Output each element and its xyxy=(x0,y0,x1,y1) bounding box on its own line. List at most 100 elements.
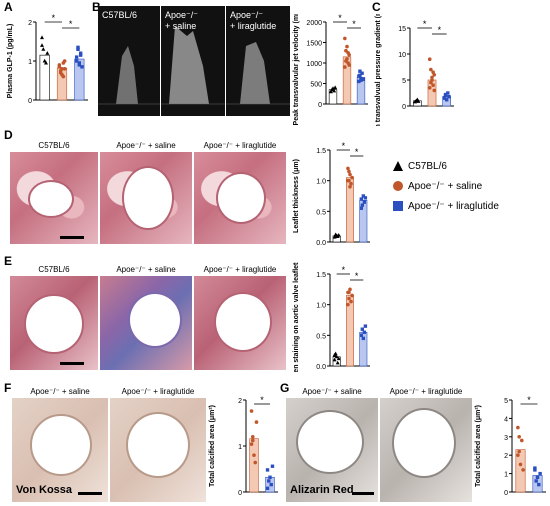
legend-saline: Apoe⁻/⁻ + saline xyxy=(392,180,482,192)
data-point xyxy=(346,166,350,171)
chart-d: 0.0 0.5 1.0 1.5 Leaflet thickness (μm) * * xyxy=(293,141,370,247)
legend-label-lira: Apoe⁻/⁻ + liraglutide xyxy=(408,200,499,212)
bar xyxy=(359,199,368,243)
significance-star: * xyxy=(52,14,56,23)
he-image-c57 xyxy=(10,152,98,244)
y-tick-label: 2 xyxy=(28,20,32,27)
data-point xyxy=(517,449,521,454)
data-point xyxy=(336,356,341,361)
scale-bar xyxy=(78,492,102,495)
echo-label-saline-line2: + saline xyxy=(165,21,197,31)
vonkossa-image-saline: Von Kossa xyxy=(12,398,108,502)
data-point xyxy=(429,80,433,85)
data-point xyxy=(533,468,537,472)
data-point xyxy=(363,324,368,328)
data-point xyxy=(332,357,337,362)
legend-lira: Apoe⁻/⁻ + liraglutide xyxy=(392,200,499,212)
data-point xyxy=(516,453,520,457)
data-point xyxy=(427,86,432,90)
data-point xyxy=(432,88,437,93)
alizarin-image-lira xyxy=(380,398,472,502)
y-axis-label: Total calcified area (μm²) xyxy=(475,405,482,487)
bar xyxy=(346,177,354,243)
echo-image-saline: Apoe⁻/⁻ + saline xyxy=(161,6,225,116)
panel-label-a: A xyxy=(4,0,13,14)
y-tick-label: 15 xyxy=(398,26,406,33)
data-point xyxy=(349,181,353,186)
data-point xyxy=(57,65,62,69)
chart-a: 0 1 2 Plasma GLP-1 (pg/mL) * * xyxy=(7,14,88,105)
y-axis-label: Mean transvalvual pressure gradient (mmH… xyxy=(375,14,382,126)
f-label-saline: Apoe⁻/⁻ + saline xyxy=(30,387,90,396)
y-tick-label: 0 xyxy=(504,490,508,497)
f-label-lira: Apoe⁻/⁻ + liraglutide xyxy=(121,387,195,396)
data-point xyxy=(39,35,44,40)
y-tick-label: 2000 xyxy=(306,20,322,27)
data-point xyxy=(520,438,524,443)
g-label-saline: Apoe⁻/⁻ + saline xyxy=(302,387,362,396)
echo-label-saline-line1: Apoe⁻/⁻ xyxy=(165,10,199,20)
e-label-lira: Apoe⁻/⁻ + liraglutide xyxy=(203,265,277,274)
data-point xyxy=(76,45,80,50)
echo-label-c57: C57BL/6 xyxy=(102,10,138,20)
legend-c57: C57BL/6 xyxy=(392,160,447,172)
bar xyxy=(74,58,85,101)
bar xyxy=(39,54,50,101)
data-point xyxy=(265,468,270,472)
data-point xyxy=(62,67,67,71)
significance-star: * xyxy=(69,19,73,29)
echo-label-lira-line1: Apoe⁻/⁻ xyxy=(230,10,264,20)
trichrome-image-lira xyxy=(194,276,286,370)
data-point xyxy=(357,79,361,84)
bar xyxy=(249,438,259,493)
y-axis-label: Total calcified area (μm²) xyxy=(209,405,216,487)
y-tick-label: 0 xyxy=(318,102,322,109)
data-point xyxy=(430,75,434,80)
data-point xyxy=(360,327,365,331)
significance-star: * xyxy=(438,25,442,35)
data-point xyxy=(427,57,432,61)
data-point xyxy=(249,409,254,413)
panel-label-f: F xyxy=(4,381,12,395)
data-point xyxy=(347,290,351,295)
d-label-c57: C57BL/6 xyxy=(38,141,70,150)
data-point xyxy=(348,287,352,292)
he-image-saline xyxy=(100,152,192,244)
y-tick-label: 1000 xyxy=(306,61,322,68)
y-tick-label: 2 xyxy=(504,453,508,460)
y-tick-label: 1 xyxy=(504,472,508,479)
data-point xyxy=(61,61,66,65)
data-point xyxy=(517,435,521,439)
data-point xyxy=(249,442,254,446)
data-point xyxy=(332,234,337,239)
data-point xyxy=(80,65,84,69)
data-point xyxy=(343,36,347,41)
y-tick-label: 0.5 xyxy=(316,209,326,216)
data-point xyxy=(359,333,363,338)
significance-star: * xyxy=(342,265,346,275)
he-image-lira xyxy=(194,152,286,244)
data-point xyxy=(446,91,450,95)
y-tick-label: 1.0 xyxy=(316,303,326,310)
data-point xyxy=(350,175,354,180)
chart-e: 0.0 0.5 1.0 1.5 Collagen staining on aortic … xyxy=(293,262,370,372)
trichrome-image-saline xyxy=(100,276,192,370)
data-point xyxy=(347,296,351,301)
data-point xyxy=(538,471,542,476)
significance-star: * xyxy=(355,147,359,157)
significance-star: * xyxy=(527,395,531,405)
chart-b: 0 500 1000 1500 2000 Peak transvalvular jet v… xyxy=(293,14,368,125)
data-point xyxy=(332,352,337,357)
chart-f: 0 1 2 Total calcified area (μm²) * xyxy=(209,395,278,497)
data-point xyxy=(348,185,352,189)
data-point xyxy=(443,92,448,97)
y-tick-label: 1 xyxy=(28,59,32,66)
data-point xyxy=(431,83,435,87)
e-label-c57: C57BL/6 xyxy=(38,265,70,274)
alizarin-image-saline: Alizarin Red xyxy=(286,398,378,502)
data-point xyxy=(518,462,523,467)
data-point xyxy=(58,68,63,73)
square-icon xyxy=(393,201,403,211)
y-tick-label: 1.5 xyxy=(316,272,326,279)
data-point xyxy=(78,51,83,55)
